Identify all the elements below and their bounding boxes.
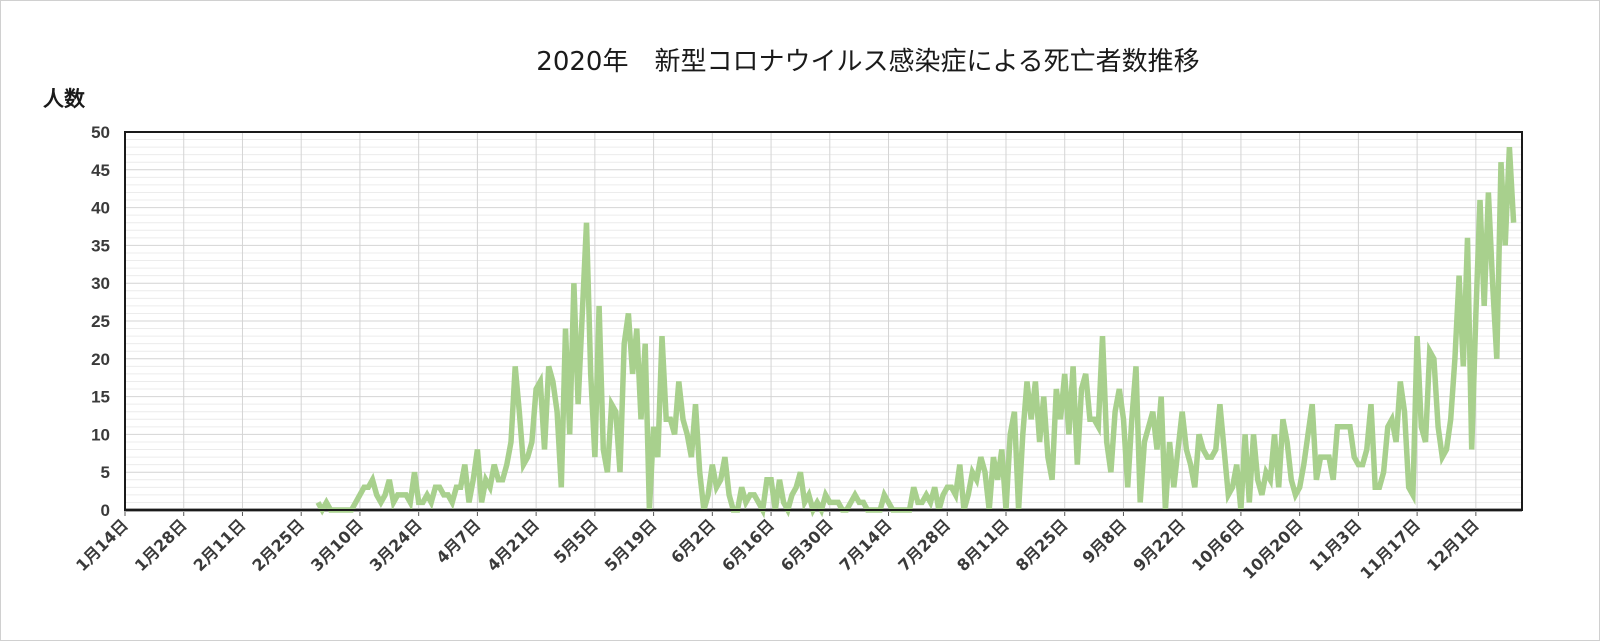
- x-tick-label: 10月6日: [1188, 515, 1248, 575]
- y-tick-label: 10: [91, 425, 110, 444]
- x-tick-label: 2月11日: [190, 515, 250, 575]
- x-tick-labels: 1月14日 1月28日 2月11日 2月25日 3月10日 3月24日 4月7日 4月21日 5…: [72, 510, 1483, 583]
- series-line: [315, 146, 1517, 519]
- y-tick-label: 25: [91, 312, 110, 331]
- x-tick-label: 7月14日: [836, 515, 896, 575]
- x-tick-label: 1月14日: [72, 515, 132, 575]
- x-tick-label: 9月8日: [1078, 515, 1130, 567]
- x-tick-label: 5月5日: [550, 515, 602, 567]
- y-tick-label: 0: [101, 501, 110, 520]
- x-tick-label: 1月28日: [131, 515, 191, 575]
- x-tick-label: 6月16日: [718, 515, 778, 575]
- y-tick-label: 5: [101, 463, 110, 482]
- x-tick-label: 4月7日: [432, 515, 484, 567]
- x-tick-label: 9月22日: [1129, 515, 1189, 575]
- y-tick-label: 35: [91, 236, 110, 255]
- y-tick-label: 30: [91, 274, 110, 293]
- y-tick-label: 45: [91, 161, 110, 180]
- x-tick-label: 10月20日: [1239, 515, 1307, 583]
- x-tick-label: 8月11日: [953, 515, 1013, 575]
- chart-title: 2020年 新型コロナウイルス感染症による死亡者数推移: [536, 47, 1199, 77]
- x-tick-label: 6月30日: [777, 515, 837, 575]
- x-tick-label: 11月17日: [1356, 515, 1424, 583]
- y-tick-label: 50: [91, 123, 110, 142]
- plot-area-border: [124, 131, 1523, 511]
- y-tick-label: 40: [91, 199, 110, 218]
- x-tick-label: 3月24日: [366, 515, 426, 575]
- y-axis-label: 人数: [43, 87, 86, 111]
- x-tick-label: 7月28日: [894, 515, 954, 575]
- x-tick-label: 11月3日: [1306, 515, 1366, 575]
- x-tick-label: 8月25日: [1012, 515, 1072, 575]
- y-tick-label: 20: [91, 350, 110, 369]
- x-tick-label: 3月10日: [307, 515, 367, 575]
- y-tick-labels: 0 5 10 15 20 25 30 35 40 45 50: [91, 123, 110, 520]
- x-tick-label: 2月25日: [248, 515, 308, 575]
- x-tick-label: 6月2日: [667, 515, 719, 567]
- x-tick-label: 5月19日: [601, 515, 661, 575]
- x-tick-label: 4月21日: [483, 515, 543, 575]
- x-tick-label: 12月1日: [1423, 515, 1483, 575]
- y-tick-label: 15: [91, 388, 110, 407]
